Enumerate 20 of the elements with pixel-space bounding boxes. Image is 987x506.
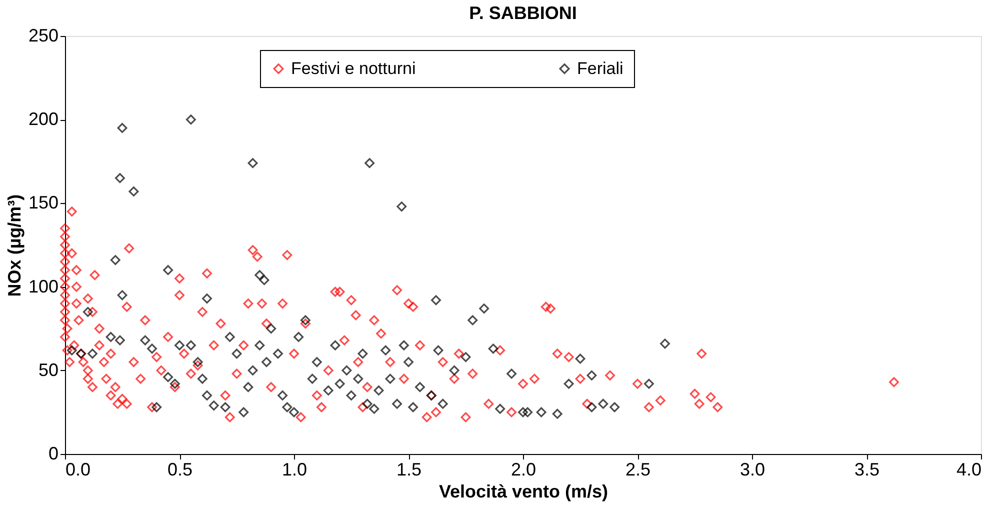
- x-tick-label: 2.0: [510, 460, 536, 480]
- x-tick-label: 1.5: [396, 460, 422, 480]
- y-tick-label: 150: [28, 192, 58, 213]
- x-tick-label: 3.5: [854, 460, 880, 480]
- x-tick-label: 0.0: [66, 460, 91, 480]
- x-tick-label: 3.0: [740, 460, 766, 480]
- y-tick-label: 0: [48, 444, 58, 464]
- x-tick-label: 0.5: [167, 460, 193, 480]
- y-tick-label: 250: [28, 26, 58, 46]
- y-tick-label: 200: [28, 109, 58, 130]
- y-tick-label: 100: [28, 276, 58, 296]
- legend-label: Festivi e notturni: [291, 58, 416, 78]
- x-tick-label: 2.5: [625, 460, 651, 480]
- y-tick-label: 50: [38, 360, 58, 380]
- x-tick-label: 1.0: [282, 460, 308, 480]
- x-tick-label: 4.0: [956, 460, 982, 480]
- chart-title: P. SABBIONI: [469, 3, 577, 23]
- y-axis-title: NOx (µg/m³): [4, 194, 24, 297]
- legend-label: Feriali: [577, 58, 624, 78]
- x-axis-title: Velocità vento (m/s): [438, 482, 608, 502]
